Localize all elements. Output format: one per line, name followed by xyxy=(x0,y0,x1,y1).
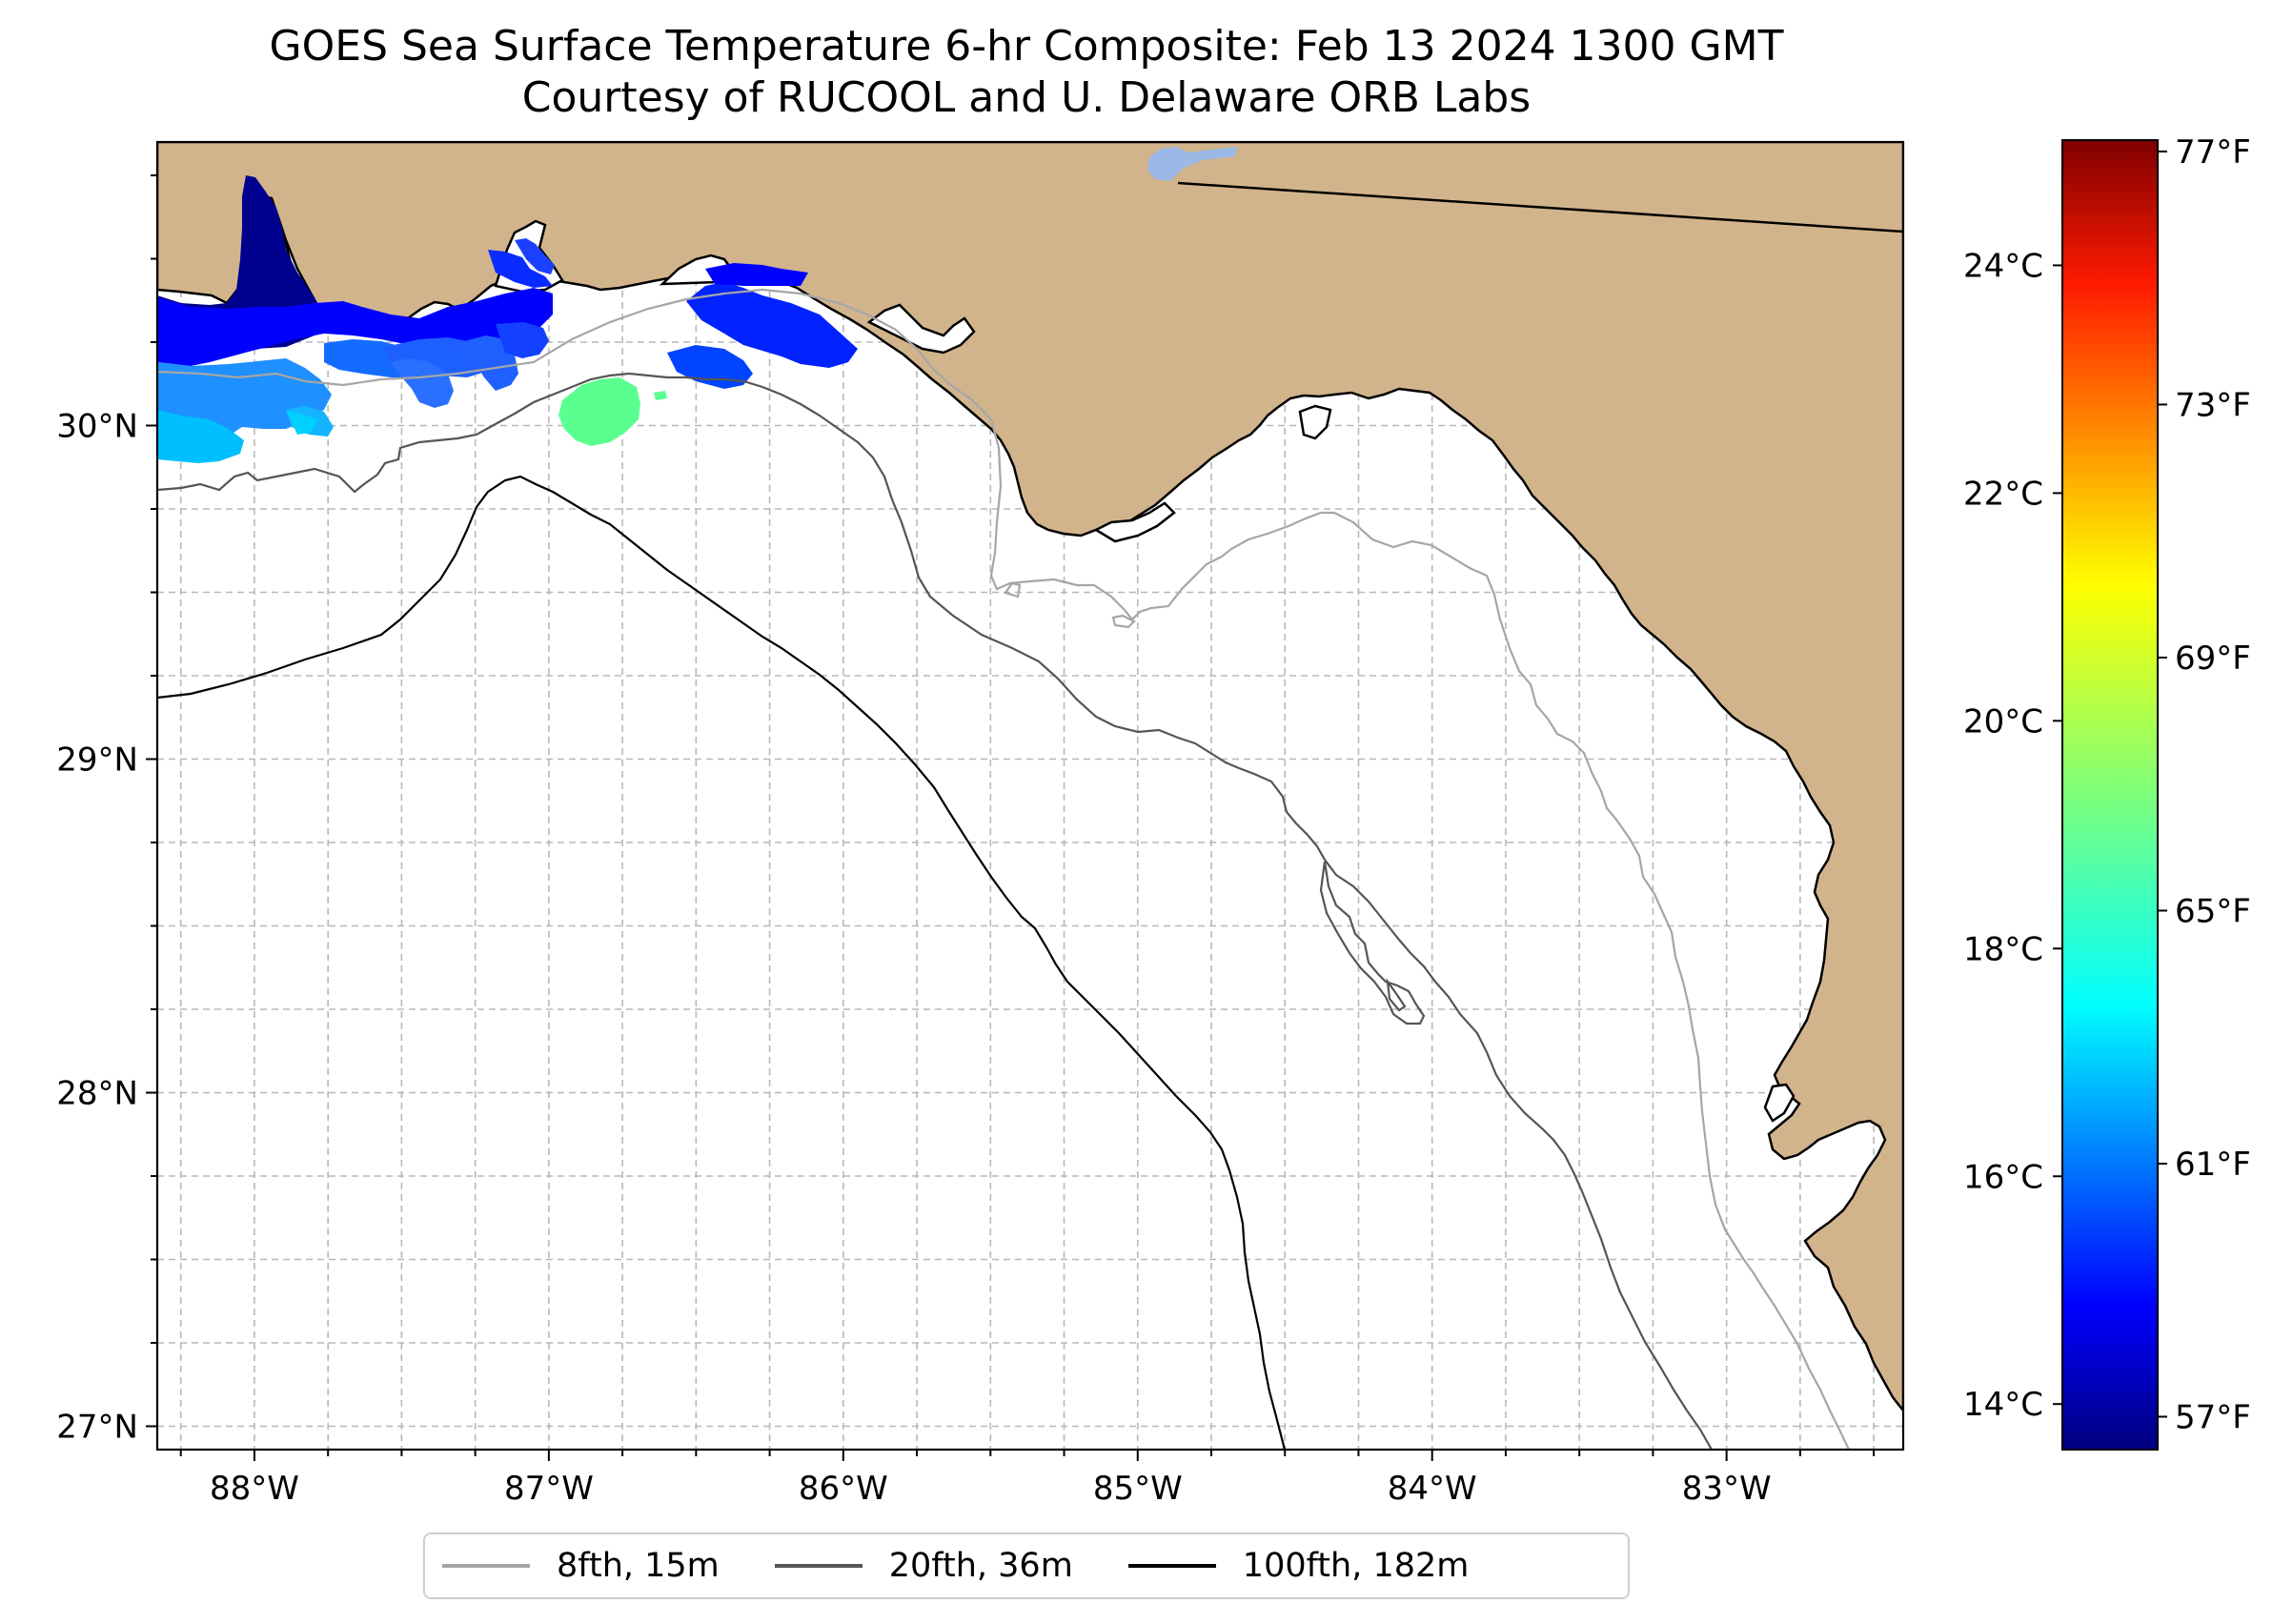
x-tick-label: 86°W xyxy=(799,1470,888,1508)
colorbar-celsius-label: 18°C xyxy=(1963,930,2043,968)
x-axis: 88°W 87°W 86°W 85°W 84°W 83°W xyxy=(179,1450,1876,1508)
title-line-2: Courtesy of RUCOOL and U. Delaware ORB L… xyxy=(521,73,1532,122)
legend-item-20fth: 20fth, 36m xyxy=(774,1547,1073,1585)
state-border xyxy=(1177,181,1903,233)
y-tick-label: 30°N xyxy=(56,408,138,446)
colorbar-fahrenheit-label: 61°F xyxy=(2175,1146,2251,1184)
x-tick-label: 83°W xyxy=(1682,1470,1772,1508)
title-line-1: GOES Sea Surface Temperature 6-hr Compos… xyxy=(269,22,1784,71)
colorbar-celsius-axis: 24°C 22°C 20°C 18°C 16°C 14°C xyxy=(1963,247,2062,1424)
legend-swatch-20fth xyxy=(774,1564,862,1568)
isobath-100fth xyxy=(157,475,1287,1450)
colorbar-fahrenheit-label: 77°F xyxy=(2175,133,2251,172)
x-tick-label: 87°W xyxy=(504,1470,594,1508)
colorbar-celsius-label: 24°C xyxy=(1963,247,2043,285)
colorbar-fahrenheit-label: 65°F xyxy=(2175,892,2251,930)
land-florida-alabama xyxy=(157,142,1903,1413)
legend-swatch-100fth xyxy=(1127,1564,1216,1568)
colorbar-celsius-label: 20°C xyxy=(1963,702,2043,741)
lake xyxy=(1147,147,1237,181)
y-tick-label: 28°N xyxy=(56,1075,138,1113)
x-tick-label: 84°W xyxy=(1388,1470,1477,1508)
sst-data-patches xyxy=(157,175,858,463)
colorbar-fahrenheit-label: 73°F xyxy=(2175,386,2251,424)
map-frame xyxy=(155,140,1905,1451)
legend-swatch-8fth xyxy=(442,1564,530,1568)
y-tick-label: 29°N xyxy=(56,741,138,780)
y-tick-label: 27°N xyxy=(56,1409,138,1447)
isobath-legend: 8fth, 15m 20fth, 36m 100fth, 182m xyxy=(423,1533,1630,1599)
colorbar-celsius-label: 16°C xyxy=(1963,1158,2043,1196)
x-tick-label: 88°W xyxy=(210,1470,299,1508)
isobath-20fth xyxy=(157,372,1713,1450)
colorbar-fahrenheit-axis: 77°F 73°F 69°F 65°F 61°F 57°F xyxy=(2158,133,2251,1436)
legend-item-100fth: 100fth, 182m xyxy=(1127,1547,1470,1585)
colorbar-fahrenheit-label: 57°F xyxy=(2175,1398,2251,1436)
colorbar-gradient xyxy=(2061,139,2159,1451)
y-axis: 30°N 29°N 28°N 27°N xyxy=(56,174,157,1447)
legend-label-8fth: 8fth, 15m xyxy=(557,1547,720,1585)
legend-item-8fth: 8fth, 15m xyxy=(442,1547,720,1585)
legend-label-20fth: 20fth, 36m xyxy=(888,1547,1073,1585)
colorbar: 24°C 22°C 20°C 18°C 16°C 14°C 77°F 73°F 69°F 65°… xyxy=(1963,133,2251,1451)
colorbar-fahrenheit-label: 69°F xyxy=(2175,639,2251,678)
x-tick-label: 85°W xyxy=(1093,1470,1183,1508)
map-title: GOES Sea Surface Temperature 6-hr Compos… xyxy=(0,21,2053,124)
colorbar-celsius-label: 22°C xyxy=(1963,475,2043,513)
isobath-8fth xyxy=(157,288,1850,1450)
colorbar-celsius-label: 14°C xyxy=(1963,1386,2043,1424)
legend-label-100fth: 100fth, 182m xyxy=(1242,1547,1470,1585)
